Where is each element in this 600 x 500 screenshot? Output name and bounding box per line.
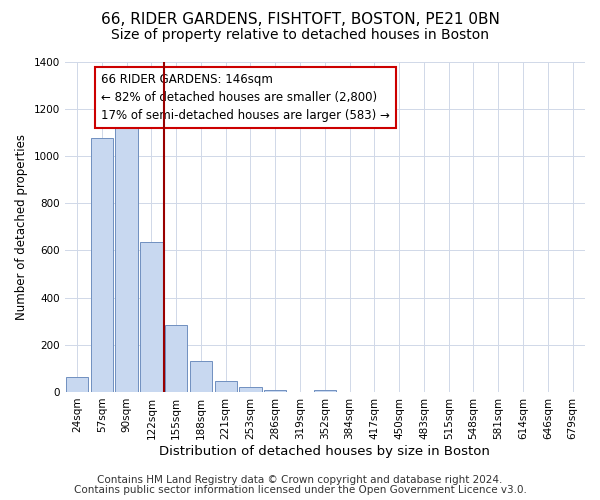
Y-axis label: Number of detached properties: Number of detached properties — [15, 134, 28, 320]
Text: 66, RIDER GARDENS, FISHTOFT, BOSTON, PE21 0BN: 66, RIDER GARDENS, FISHTOFT, BOSTON, PE2… — [101, 12, 499, 28]
Bar — [264, 390, 286, 392]
Text: 66 RIDER GARDENS: 146sqm
← 82% of detached houses are smaller (2,800)
17% of sem: 66 RIDER GARDENS: 146sqm ← 82% of detach… — [101, 73, 390, 122]
Bar — [165, 324, 187, 392]
Bar — [66, 376, 88, 392]
Bar — [140, 242, 163, 392]
Text: Contains public sector information licensed under the Open Government Licence v3: Contains public sector information licen… — [74, 485, 526, 495]
Bar — [314, 390, 336, 392]
Bar — [190, 362, 212, 392]
X-axis label: Distribution of detached houses by size in Boston: Distribution of detached houses by size … — [160, 444, 490, 458]
Text: Contains HM Land Registry data © Crown copyright and database right 2024.: Contains HM Land Registry data © Crown c… — [97, 475, 503, 485]
Bar — [115, 118, 138, 392]
Bar — [91, 138, 113, 392]
Bar — [239, 387, 262, 392]
Bar — [215, 382, 237, 392]
Text: Size of property relative to detached houses in Boston: Size of property relative to detached ho… — [111, 28, 489, 42]
